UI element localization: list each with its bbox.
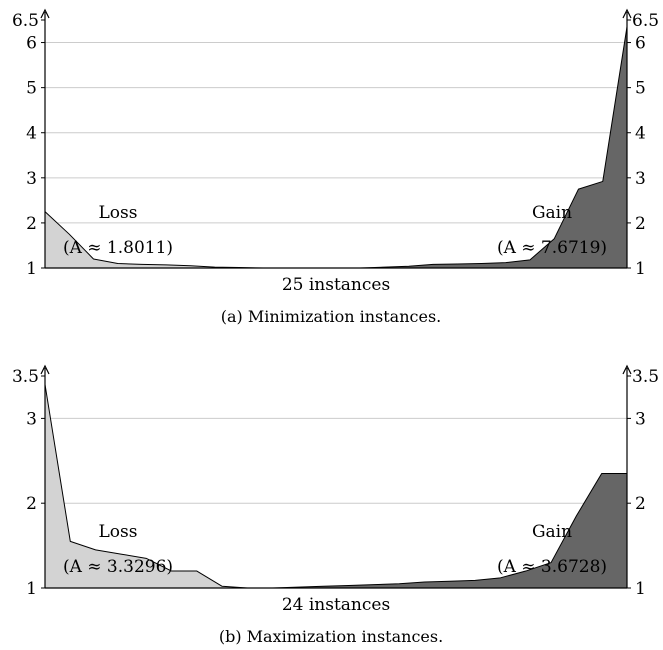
axis-arrow [40,8,50,19]
loss-label: Loss [99,522,138,542]
x-axis-label: 24 instances [282,595,390,615]
x-axis-label: 25 instances [282,275,390,295]
y-tick-label-right: 3 [635,409,646,429]
axis-arrow [622,364,632,375]
y-tick-label-right: 3 [635,169,646,189]
y-tick-label-left: 6.5 [12,11,39,31]
chart-caption: (a) Minimization instances. [221,307,442,326]
y-tick-label-left: 5 [26,79,37,99]
y-tick-label-right: 6.5 [632,11,659,31]
y-tick-label-left: 1 [26,579,37,599]
y-tick-label-right: 1 [635,579,646,599]
chart-panel-a: 1 1 2 2 3 3 4 4 5 5 6 6 6.5 6.5 Loss (A ≈ 1.8011) Gain (A… [12,8,659,326]
y-tick-label-right: 5 [635,79,646,99]
y-tick-label-right: 4 [635,124,646,144]
gain-label: Gain [532,522,572,542]
gain-area-annotation: (A ≈ 3.6728) [497,557,607,577]
gain-area-annotation: (A ≈ 7.6719) [497,238,607,258]
loss-area-annotation: (A ≈ 3.3296) [63,557,173,577]
y-tick-label-right: 6 [635,34,646,54]
gain-label: Gain [532,203,572,223]
chart-panel-b: 1 1 2 2 3 3 3.5 3.5 Loss (A ≈ 3.3296) Gain (A ≈ 3.6… [12,364,659,646]
y-tick-label-left: 4 [26,124,37,144]
loss-label: Loss [99,203,138,223]
y-tick-label-left: 2 [26,494,37,514]
axis-arrow [622,8,632,19]
y-tick-label-left: 3 [26,169,37,189]
y-tick-label-right: 1 [635,259,646,279]
y-tick-label-right: 3.5 [632,367,659,387]
chart-caption: (b) Maximization instances. [219,627,443,646]
gain-area [44,26,628,269]
y-tick-label-left: 1 [26,259,37,279]
y-tick-label-left: 3.5 [12,367,39,387]
y-tick-label-right: 2 [635,214,646,234]
y-tick-label-left: 3 [26,409,37,429]
y-tick-label-left: 6 [26,34,37,54]
axis-arrow [40,364,50,375]
y-tick-label-right: 2 [635,494,646,514]
y-tick-label-left: 2 [26,214,37,234]
loss-area-annotation: (A ≈ 1.8011) [63,238,173,258]
